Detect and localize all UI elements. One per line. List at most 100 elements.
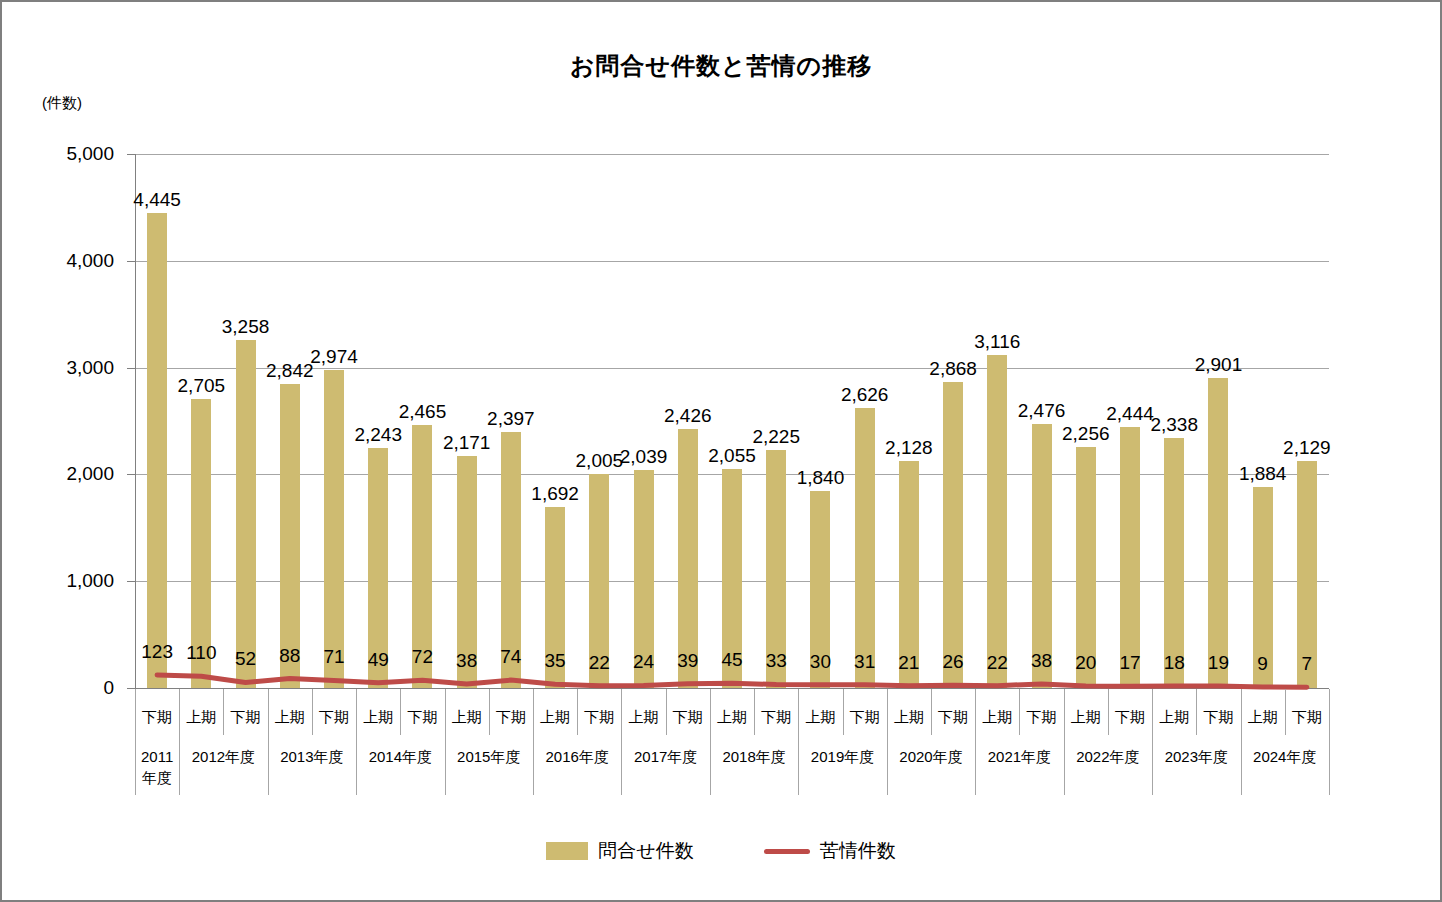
complaints-line (135, 154, 1329, 692)
x-axis-year-label: 2016年度 (546, 746, 609, 767)
x-axis-year-label: 2017年度 (634, 746, 697, 767)
x-axis-year-label-line: 2021年度 (988, 746, 1051, 767)
x-axis-group-separator (179, 689, 180, 795)
x-axis-year-label-line: 2019年度 (811, 746, 874, 767)
y-axis-tick-mark (127, 688, 135, 689)
legend: 問合せ件数 苦情件数 (2, 838, 1440, 864)
x-axis-year-label: 2015年度 (457, 746, 520, 767)
complaints-value-label: 9 (1257, 653, 1268, 675)
complaints-value-label: 24 (633, 651, 654, 673)
x-axis-period-separator (843, 689, 844, 735)
x-axis-year-label: 2012年度 (192, 746, 255, 767)
complaints-value-label: 7 (1302, 653, 1313, 675)
complaints-value-label: 30 (810, 651, 831, 673)
x-axis-period-separator (223, 689, 224, 735)
x-axis-group-separator (1241, 689, 1242, 795)
x-axis-period-label: 上期 (1071, 699, 1101, 735)
complaints-value-label: 52 (235, 648, 256, 670)
x-axis-period-separator (400, 689, 401, 735)
x-axis-period-label: 下期 (938, 699, 968, 735)
complaints-value-label: 49 (368, 649, 389, 671)
x-axis-period-label: 下期 (1115, 699, 1145, 735)
x-axis-group-separator (798, 689, 799, 795)
x-axis-year-label: 2014年度 (369, 746, 432, 767)
x-axis-group-separator (135, 689, 136, 795)
x-axis-group-separator (887, 689, 888, 795)
x-axis-period-label: 下期 (761, 699, 791, 735)
inquiry-series-swatch-icon (546, 842, 588, 860)
x-axis-period-label: 下期 (850, 699, 880, 735)
x-axis-group-separator (1329, 689, 1330, 795)
legend-label-inquiries: 問合せ件数 (598, 838, 693, 864)
y-axis-tick-mark (127, 154, 135, 155)
x-axis-period-separator (489, 689, 490, 735)
x-axis-period-label: 上期 (363, 699, 393, 735)
x-axis-year-label: 2022年度 (1076, 746, 1139, 767)
x-axis-year-label: 2023年度 (1165, 746, 1228, 767)
x-axis-period-separator (754, 689, 755, 735)
y-axis-tick-label: 0 (24, 678, 114, 698)
x-axis-group-separator (356, 689, 357, 795)
x-axis-period-separator (1285, 689, 1286, 735)
complaints-value-label: 22 (589, 652, 610, 674)
x-axis-group-separator (710, 689, 711, 795)
x-axis-year-label-line: 2011 (141, 746, 173, 767)
x-axis-year-label-line: 2022年度 (1076, 746, 1139, 767)
x-axis-year-label-line: 2023年度 (1165, 746, 1228, 767)
x-axis-year-label: 2011年度 (141, 746, 173, 788)
x-axis-period-label: 下期 (407, 699, 437, 735)
x-axis-year-label: 2024年度 (1253, 746, 1316, 767)
x-axis-year-label: 2021年度 (988, 746, 1051, 767)
x-axis-group-separator (268, 689, 269, 795)
x-axis-year-label-line: 2018年度 (722, 746, 785, 767)
x-axis-period-separator (1019, 689, 1020, 735)
complaints-value-label: 71 (323, 646, 344, 668)
x-axis-period-label: 上期 (275, 699, 305, 735)
complaints-value-label: 88 (279, 645, 300, 667)
x-axis-period-label: 上期 (982, 699, 1012, 735)
x-axis-period-separator (577, 689, 578, 735)
x-axis-period-label: 下期 (673, 699, 703, 735)
complaints-value-label: 35 (545, 650, 566, 672)
x-axis-group-separator (445, 689, 446, 795)
complaints-value-label: 18 (1164, 652, 1185, 674)
x-axis-period-separator (1196, 689, 1197, 735)
x-axis-period-label: 上期 (805, 699, 835, 735)
complaints-value-label: 31 (854, 651, 875, 673)
x-axis-period-label: 上期 (452, 699, 482, 735)
complaints-value-label: 39 (677, 650, 698, 672)
x-axis-group-separator (1064, 689, 1065, 795)
x-axis-period-separator (312, 689, 313, 735)
y-axis-tick-label: 4,000 (24, 251, 114, 271)
complaints-value-label: 21 (898, 652, 919, 674)
legend-item-complaints: 苦情件数 (764, 838, 896, 864)
x-axis-period-separator (666, 689, 667, 735)
x-axis-year-label-line: 2024年度 (1253, 746, 1316, 767)
y-axis-tick-label: 1,000 (24, 571, 114, 591)
x-axis-period-label: 下期 (319, 699, 349, 735)
x-axis-period-label: 上期 (540, 699, 570, 735)
x-axis-year-label-line: 2015年度 (457, 746, 520, 767)
complaints-value-label: 26 (943, 651, 964, 673)
x-axis-year-label-line: 2012年度 (192, 746, 255, 767)
x-axis-group-separator (533, 689, 534, 795)
x-axis-period-label: 上期 (717, 699, 747, 735)
y-axis-tick-mark (127, 368, 135, 369)
y-axis-tick-mark (127, 581, 135, 582)
x-axis-period-label: 上期 (186, 699, 216, 735)
complaints-value-label: 22 (987, 652, 1008, 674)
complaints-value-label: 17 (1119, 652, 1140, 674)
x-axis-period-label: 下期 (1027, 699, 1057, 735)
x-axis-year-label-line: 2017年度 (634, 746, 697, 767)
legend-label-complaints: 苦情件数 (820, 838, 896, 864)
x-axis-period-label: 下期 (1292, 699, 1322, 735)
x-axis-year-label-line: 2020年度 (899, 746, 962, 767)
x-axis-year-label: 2020年度 (899, 746, 962, 767)
x-axis-group-separator (621, 689, 622, 795)
y-axis-tick-mark (127, 474, 135, 475)
complaints-value-label: 72 (412, 646, 433, 668)
y-axis-tick-label: 2,000 (24, 464, 114, 484)
complaints-value-label: 123 (141, 641, 173, 663)
complaints-value-label: 20 (1075, 652, 1096, 674)
legend-item-inquiries: 問合せ件数 (546, 838, 693, 864)
